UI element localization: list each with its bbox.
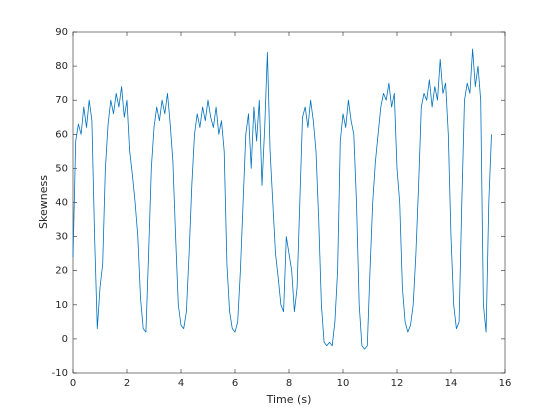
x-tick-label: 12 (391, 378, 404, 389)
y-tick-label: 70 (55, 95, 68, 106)
y-tick-label: 0 (62, 334, 68, 345)
x-tick-label: 10 (337, 378, 350, 389)
y-tick-label: 20 (55, 266, 68, 277)
y-tick-label: 40 (55, 198, 68, 209)
x-tick-label: 4 (178, 378, 184, 389)
x-tick-label: 14 (445, 378, 458, 389)
y-tick-label: 10 (55, 300, 68, 311)
x-tick-label: 2 (124, 378, 130, 389)
y-tick-label: 30 (55, 232, 68, 243)
y-tick-label: -10 (52, 368, 68, 379)
y-tick-label: 80 (55, 61, 68, 72)
y-tick-label: 50 (55, 163, 68, 174)
x-tick-label: 16 (499, 378, 512, 389)
y-axis-label: Skewness (37, 175, 50, 229)
y-tick-label: 90 (55, 27, 68, 38)
plot-area (72, 31, 506, 374)
x-tick-label: 8 (286, 378, 292, 389)
x-tick-label: 0 (70, 378, 76, 389)
x-tick-label: 6 (232, 378, 238, 389)
data-line (72, 48, 492, 350)
y-tick-label: 60 (55, 129, 68, 140)
x-axis-label: Time (s) (266, 393, 312, 406)
